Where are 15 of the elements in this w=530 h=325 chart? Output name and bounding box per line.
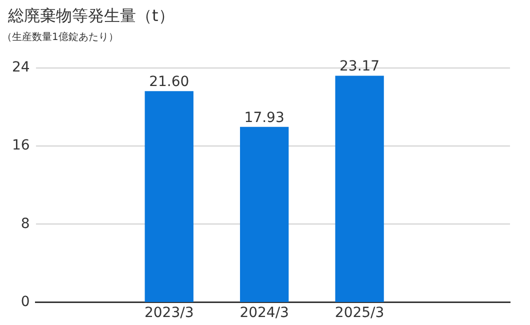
y-tick-label: 0 (20, 294, 30, 310)
data-label: 23.17 (340, 58, 380, 75)
chart-subtitle: （生産数量1億錠あたり） (2, 30, 118, 44)
bar (144, 91, 194, 302)
bar (240, 126, 289, 302)
data-label: 17.93 (244, 110, 284, 126)
chart-title: 総廃棄物等発生量（t） (8, 6, 174, 27)
x-tick-label: 2024/3 (240, 305, 289, 322)
y-tick-label: 16 (12, 138, 30, 154)
y-tick-label: 8 (20, 216, 30, 232)
x-tick-label: 2025/3 (334, 305, 384, 322)
x-tick-label: 2023/3 (144, 305, 194, 322)
data-label: 21.60 (149, 74, 190, 90)
y-tick-label: 24 (12, 60, 30, 76)
bar (335, 76, 384, 302)
